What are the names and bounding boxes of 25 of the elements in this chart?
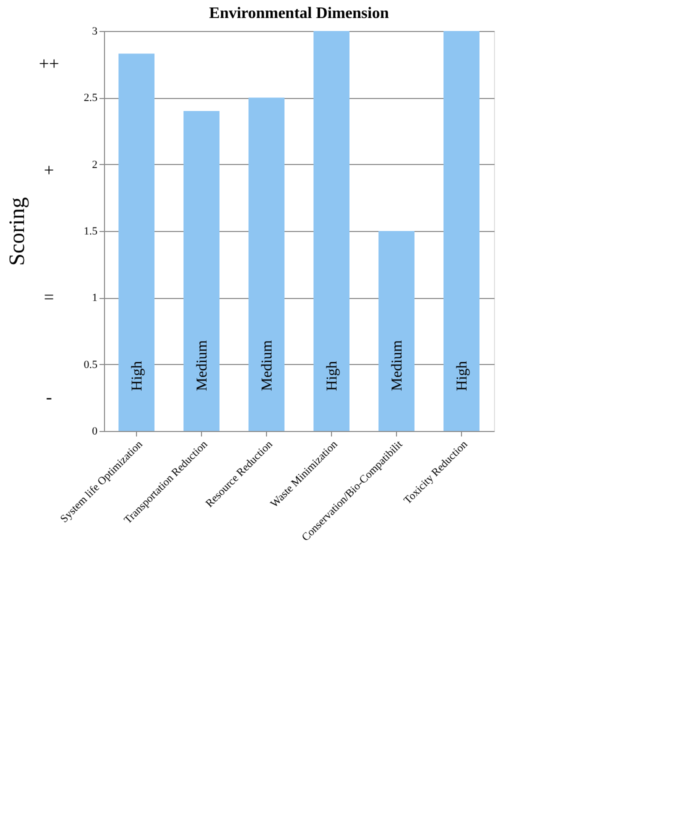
y-tick-label: 2 [92, 158, 98, 171]
y-axis-title: Scoring [4, 197, 29, 266]
bar [378, 231, 414, 431]
text: ++ [38, 53, 60, 74]
chart-title: Environmental Dimension [209, 5, 389, 22]
y-tick-label: 2.5 [84, 92, 98, 104]
bar [118, 54, 154, 431]
bar [314, 31, 350, 431]
y-tick-label: 1.5 [84, 226, 98, 238]
text: = [44, 286, 54, 307]
annotation: High [130, 360, 146, 391]
bar [444, 31, 480, 431]
bar [248, 98, 284, 431]
annotation: High [454, 360, 470, 391]
text: - [46, 386, 52, 407]
annotation: Medium [390, 340, 406, 391]
y-tick-label: 0.5 [84, 358, 98, 371]
y-tick-label: 0 [92, 426, 98, 438]
annotation: Medium [260, 340, 276, 391]
y-tick-label: 3 [92, 26, 98, 38]
bar [184, 111, 220, 431]
annotation: High [324, 360, 340, 391]
annotation: Medium [194, 340, 210, 391]
y-tick-label: 1 [92, 292, 98, 304]
text: + [44, 160, 54, 180]
